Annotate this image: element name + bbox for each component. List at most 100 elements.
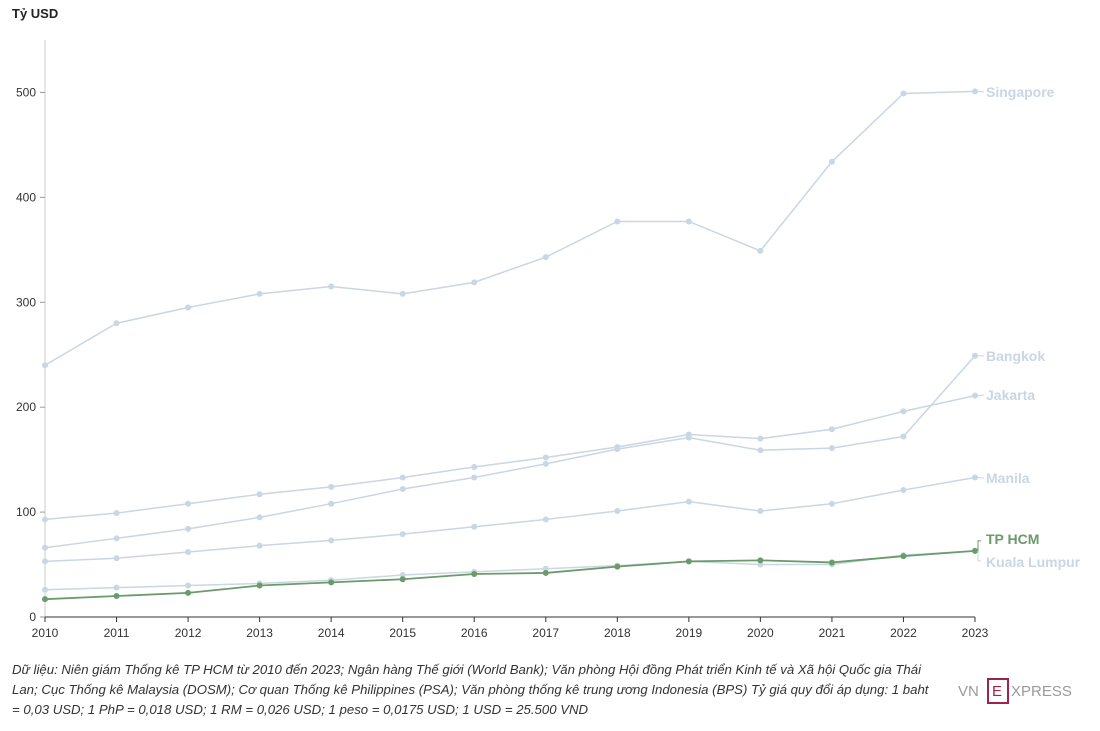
data-point-jakarta: [113, 510, 120, 517]
data-point-tp-hcm: [185, 589, 192, 596]
x-tick-label: 2014: [318, 626, 345, 640]
data-point-singapore: [113, 320, 120, 327]
data-point-manila: [185, 548, 192, 555]
series-line-manila: [44, 476, 976, 563]
x-tick-label: 2013: [246, 626, 273, 640]
data-point-bangkok: [900, 433, 907, 440]
data-point-bangkok: [471, 474, 478, 481]
series-label-jakarta: Jakarta: [986, 387, 1035, 403]
label-connector-manila: [977, 476, 985, 479]
series-manila: [42, 474, 978, 565]
data-point-singapore: [685, 218, 692, 225]
data-point-kuala-lumpur: [42, 586, 48, 593]
data-point-tp-hcm: [113, 593, 120, 600]
data-point-tp-hcm: [328, 579, 335, 586]
series-label-tp-hcm: TP HCM: [986, 531, 1039, 547]
data-point-manila: [900, 487, 907, 494]
series-layer: [42, 88, 978, 603]
data-point-bangkok: [256, 514, 263, 521]
series-label-bangkok: Bangkok: [986, 348, 1045, 364]
data-point-jakarta: [256, 491, 263, 498]
data-point-kuala-lumpur: [542, 565, 549, 572]
series-tp-hcm: [42, 547, 978, 603]
data-point-singapore: [972, 88, 978, 95]
y-tick-label: 100: [16, 505, 36, 519]
data-point-jakarta: [42, 516, 48, 523]
data-point-tp-hcm: [900, 553, 907, 560]
data-point-tp-hcm: [256, 582, 263, 589]
y-tick-label: 300: [16, 295, 36, 309]
series-line-singapore: [44, 90, 976, 366]
data-point-jakarta: [185, 500, 192, 507]
data-point-manila: [42, 558, 48, 565]
data-point-manila: [614, 508, 621, 515]
series-kuala-lumpur: [42, 547, 978, 593]
series-label-manila: Manila: [986, 470, 1030, 486]
series-singapore: [42, 88, 978, 369]
data-point-kuala-lumpur: [757, 561, 764, 568]
data-point-bangkok: [42, 544, 48, 551]
data-point-singapore: [256, 290, 263, 297]
data-point-jakarta: [471, 463, 478, 470]
data-point-singapore: [471, 279, 478, 286]
x-tick-label: 2011: [104, 626, 130, 640]
source-footnote: Dữ liệu: Niên giám Thống kê TP HCM từ 20…: [12, 662, 929, 717]
x-tick-label: 2020: [747, 626, 774, 640]
data-point-jakarta: [685, 431, 692, 438]
x-tick-label: 2016: [461, 626, 488, 640]
data-point-tp-hcm: [399, 576, 406, 583]
label-connector-kuala-lumpur: [977, 550, 981, 562]
series-label-kuala-lumpur: Kuala Lumpur: [986, 554, 1081, 570]
data-point-bangkok: [828, 445, 835, 452]
data-point-tp-hcm: [972, 547, 978, 554]
data-point-bangkok: [328, 500, 335, 507]
data-point-tp-hcm: [42, 596, 48, 603]
x-tick-label: 2018: [604, 626, 631, 640]
data-point-kuala-lumpur: [399, 572, 406, 579]
data-point-bangkok: [113, 535, 120, 542]
data-point-manila: [828, 500, 835, 507]
y-tick-label: 0: [29, 610, 36, 624]
data-point-singapore: [185, 304, 192, 311]
vnexpress-logo: VN E XPRESS: [958, 678, 1072, 704]
data-point-manila: [399, 531, 406, 538]
x-tick-label: 2015: [389, 626, 416, 640]
y-tick-label: 200: [16, 400, 36, 414]
label-connector-jakarta: [977, 394, 985, 397]
series-line-bangkok: [44, 355, 976, 549]
data-point-manila: [972, 474, 978, 481]
axes: 0 100 200 300 400 500 2010 2011 2012 2013 2014 2015…: [16, 40, 989, 640]
data-point-jakarta: [972, 392, 978, 399]
data-point-singapore: [542, 254, 549, 261]
data-point-manila: [328, 537, 335, 544]
data-point-manila: [113, 555, 120, 562]
data-point-bangkok: [972, 352, 978, 359]
y-tick-label: 500: [16, 85, 36, 99]
data-point-jakarta: [900, 408, 907, 415]
series-bangkok: [42, 352, 978, 551]
series-jakarta: [42, 392, 978, 523]
y-axis-unit-label: Tỷ USD: [12, 6, 58, 21]
series-labels: Singapore Bangkok Jakarta Manila Kuala Lumpu…: [977, 84, 1081, 570]
data-point-bangkok: [185, 525, 192, 532]
series-line-kuala-lumpur: [44, 550, 976, 591]
data-point-jakarta: [542, 454, 549, 461]
data-point-tp-hcm: [614, 563, 621, 570]
data-point-manila: [256, 542, 263, 549]
data-point-singapore: [399, 290, 406, 297]
data-point-jakarta: [828, 426, 835, 433]
data-point-tp-hcm: [471, 570, 478, 577]
x-tick-label: 2019: [675, 626, 702, 640]
x-tick-label: 2021: [819, 626, 846, 640]
label-connector-singapore: [977, 90, 985, 93]
data-point-singapore: [900, 90, 907, 97]
x-tick-label: 2012: [175, 626, 202, 640]
data-point-jakarta: [757, 435, 764, 442]
data-point-tp-hcm: [828, 559, 835, 566]
data-point-singapore: [42, 362, 48, 369]
data-point-manila: [757, 508, 764, 515]
x-tick-label: 2022: [890, 626, 917, 640]
data-point-jakarta: [328, 483, 335, 490]
series-line-tp-hcm: [44, 550, 976, 601]
data-point-kuala-lumpur: [113, 584, 120, 591]
